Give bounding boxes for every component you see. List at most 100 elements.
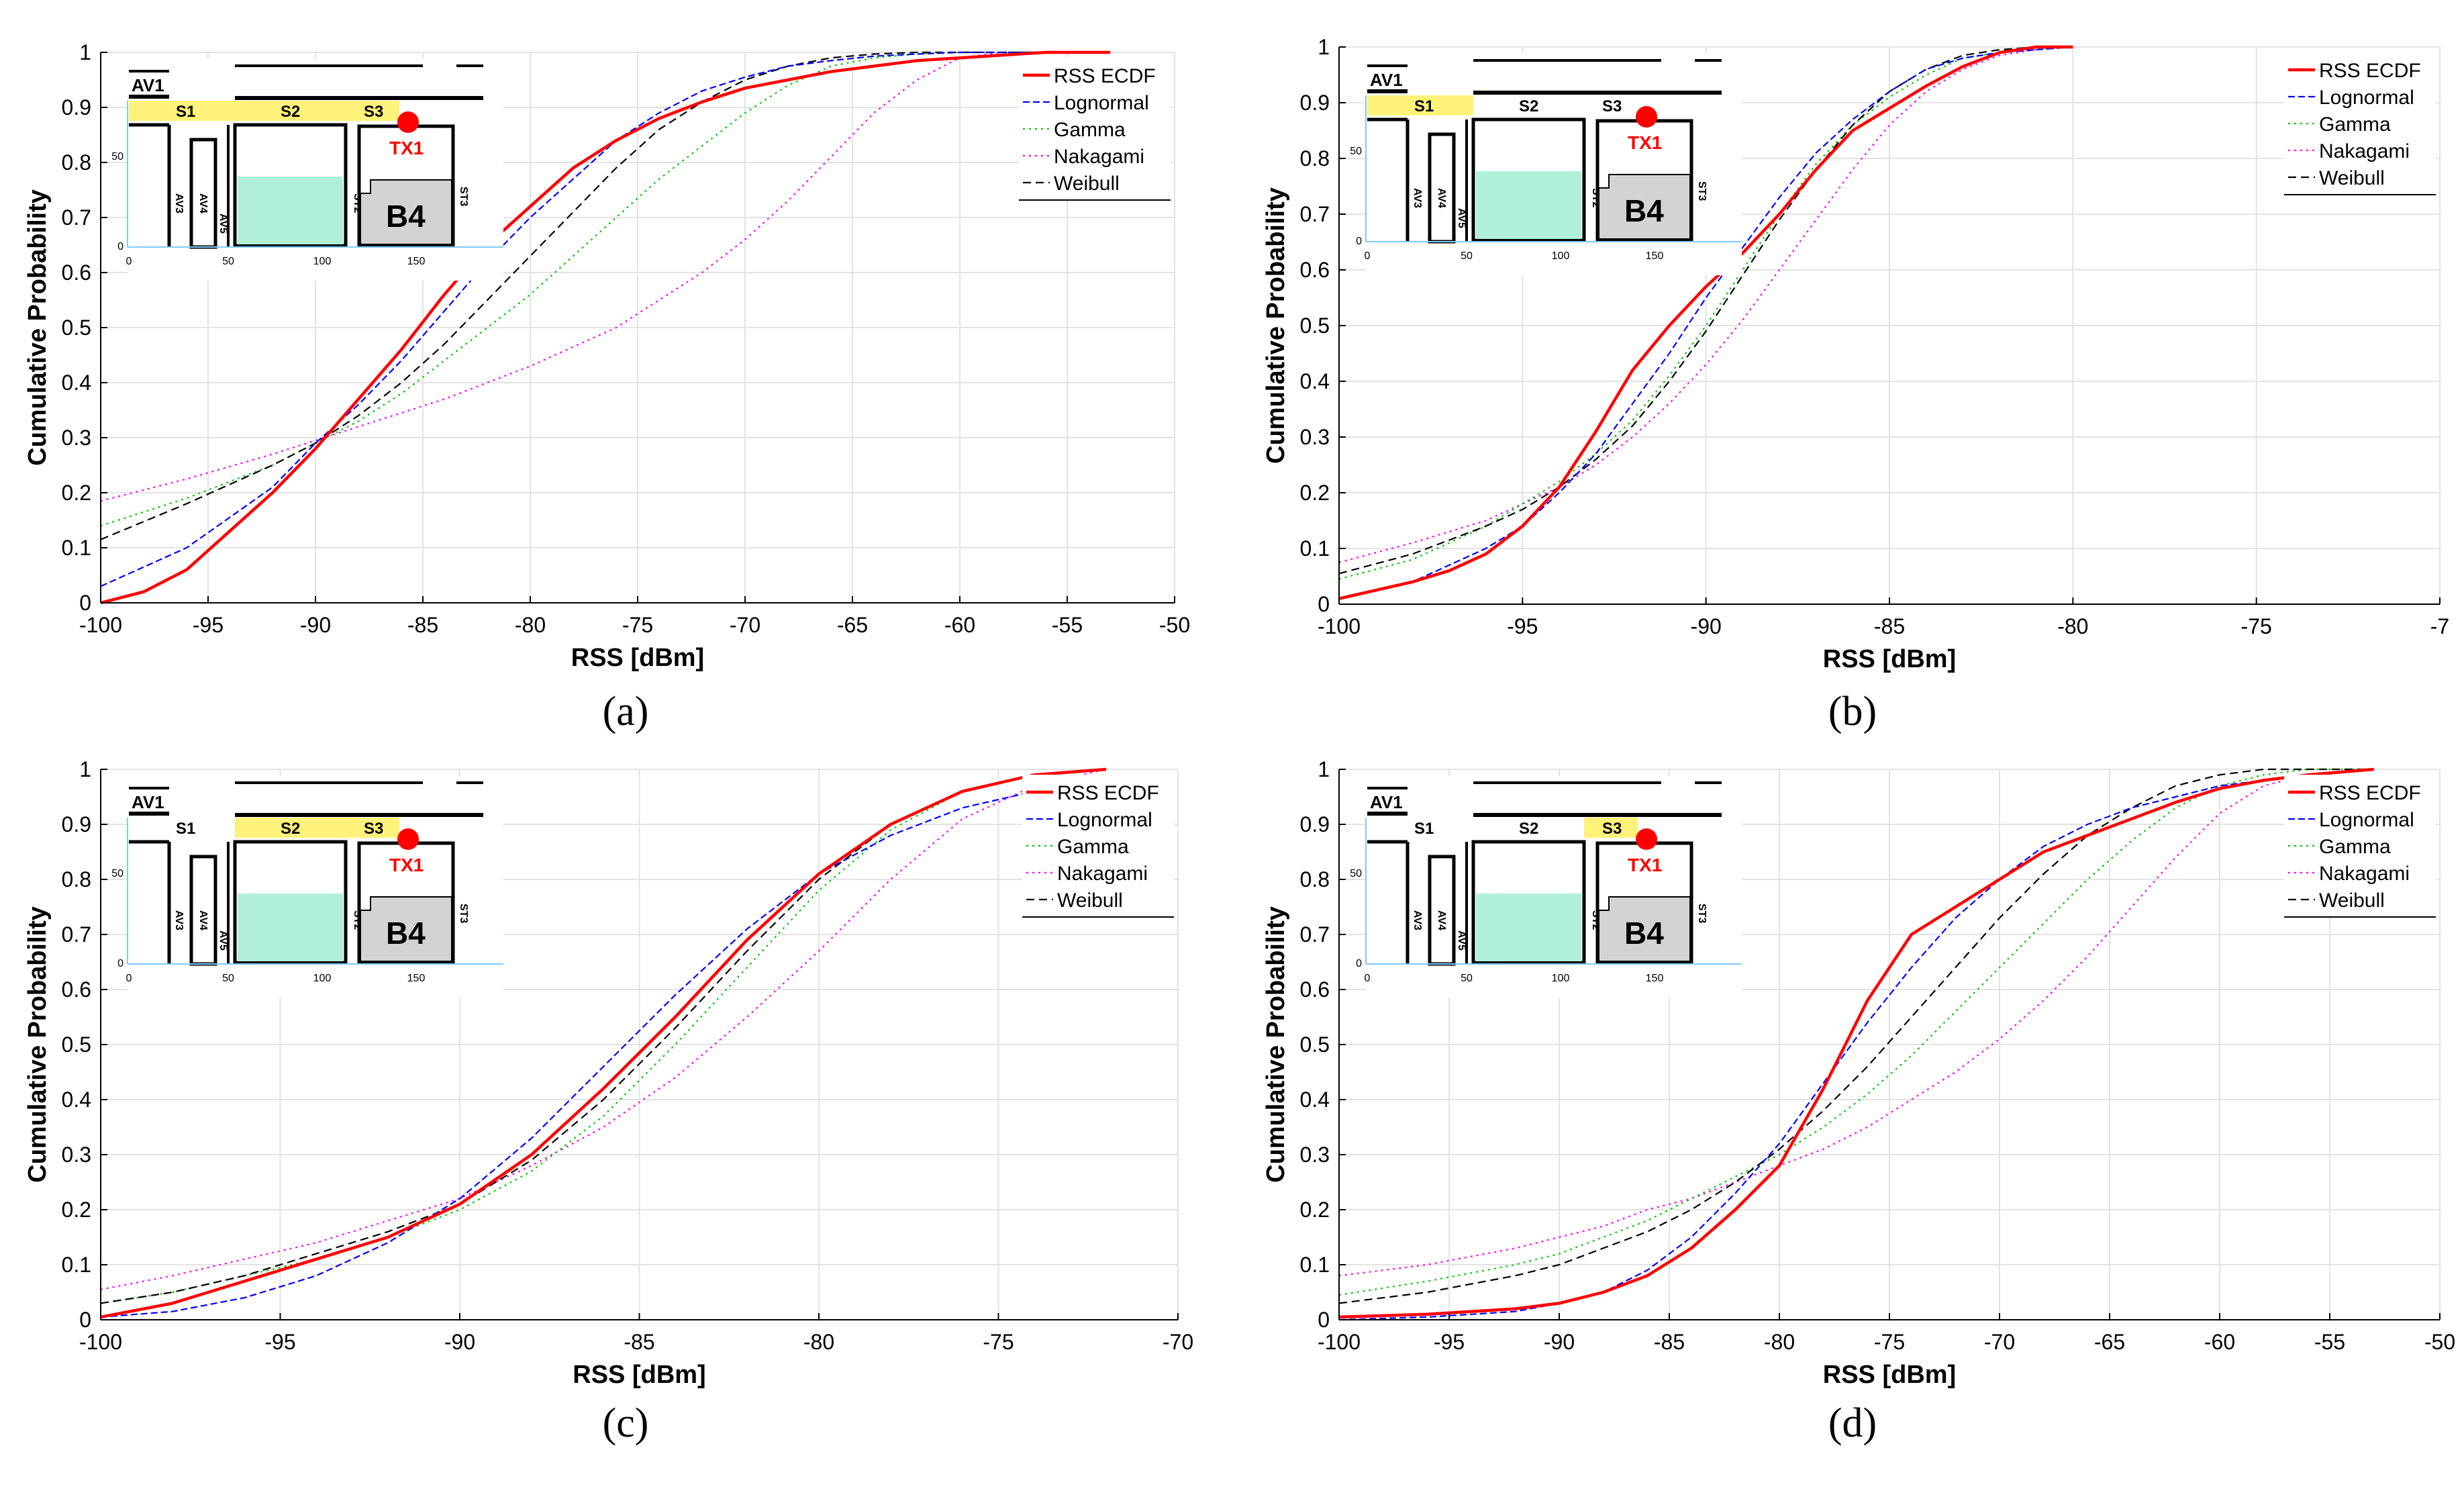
series-weibull-line <box>100 51 1110 540</box>
inset-water <box>238 177 343 244</box>
inset-xtick-150: 150 <box>407 973 426 984</box>
inset-label-st3: ST3 <box>458 187 469 206</box>
x-tick-label: -70 <box>1163 1330 1193 1354</box>
y-tick-label: 0.4 <box>62 1088 91 1112</box>
x-tick-label: -100 <box>1318 1330 1361 1354</box>
inset-label-b4: B4 <box>386 199 426 234</box>
legend-label-ecdf: RSS ECDF <box>2319 782 2421 804</box>
legend-label-lognormal: Lognormal <box>1054 92 1149 114</box>
inset-label-b4: B4 <box>1624 916 1664 951</box>
inset-street-s2 <box>235 101 346 121</box>
inset-ytick-50: 50 <box>111 868 124 879</box>
y-tick-label: 0.1 <box>1300 536 1330 561</box>
x-tick-label: -65 <box>837 613 868 637</box>
legend-label-nakagami: Nakagami <box>2319 863 2410 885</box>
y-tick-label: 0.7 <box>62 205 91 230</box>
inset-transmitter-marker <box>397 828 419 850</box>
y-axis-label: Cumulative Probability <box>1262 187 1290 464</box>
inset-label-s3: S3 <box>364 820 383 838</box>
panel-c: 0 0.1 0.2 0.3 0.4 0.5 0.6 0.7 0.8 0.9 1 -100 -95 -90 -… <box>23 757 1193 1446</box>
y-axis-label: Cumulative Probability <box>23 189 52 466</box>
inset-building-b4 <box>1598 174 1691 240</box>
inset-xtick-0: 0 <box>126 256 132 267</box>
x-tick-label: -7 <box>2430 614 2449 638</box>
x-axis-label: RSS [dBm] <box>1823 645 1956 673</box>
x-tick-label: -90 <box>444 1330 475 1354</box>
y-tick-label: 0.8 <box>62 150 91 175</box>
legend-box <box>2284 775 2436 916</box>
y-tick-label: 0 <box>79 1308 91 1332</box>
x-tick-label: -75 <box>2241 614 2272 638</box>
inset-ytick-50: 50 <box>1350 146 1362 157</box>
inset-label-st3: ST3 <box>1696 181 1708 201</box>
y-tick-label: 0.2 <box>1300 481 1330 505</box>
inset-xtick-50: 50 <box>222 256 234 267</box>
inset-label-av4: AV4 <box>197 193 209 213</box>
inset-wall-av4 <box>1428 855 1456 966</box>
inset-wall-av4 <box>189 855 217 966</box>
inset-label-s3: S3 <box>1602 820 1622 838</box>
x-tick-label: -60 <box>2204 1330 2235 1354</box>
inset-transmitter-marker <box>397 111 419 133</box>
inset-xtick-150: 150 <box>407 256 426 267</box>
x-tick-label: -95 <box>1434 1330 1465 1354</box>
series-weibull-line <box>1338 768 2374 1304</box>
x-tick-label: -80 <box>1764 1330 1795 1354</box>
y-tick-label: 0.9 <box>62 812 91 836</box>
inset-ytick-0: 0 <box>117 958 124 969</box>
y-tick-label: 0.3 <box>1300 425 1330 449</box>
inset-street-s2 <box>235 818 346 838</box>
panel-caption: (d) <box>1828 1400 1877 1446</box>
inset-street-s2 <box>1473 95 1584 115</box>
inset-label-tx1: TX1 <box>389 138 424 158</box>
inset-label-av4: AV4 <box>197 910 209 930</box>
x-tick-label: -55 <box>1052 613 1083 637</box>
inset-label-b4: B4 <box>1624 193 1664 228</box>
y-tick-label: 0.4 <box>1300 369 1330 393</box>
x-tick-label: -85 <box>407 613 438 637</box>
inset-label-av1: AV1 <box>1370 792 1403 812</box>
legend-label-weibull: Weibull <box>1057 889 1123 912</box>
x-tick-label: -70 <box>730 613 760 637</box>
x-tick-label: -50 <box>1159 613 1190 637</box>
inset-xtick-50: 50 <box>222 973 234 984</box>
series-lognormal-line <box>100 779 1107 1318</box>
inset-label-av3: AV3 <box>173 193 185 213</box>
inset-label-s1: S1 <box>176 820 195 838</box>
inset-xtick-0: 0 <box>1365 973 1371 984</box>
legend-label-nakagami: Nakagami <box>2319 140 2410 162</box>
inset-xtick-150: 150 <box>1646 250 1664 262</box>
x-tick-label: -80 <box>2057 614 2088 638</box>
inset-label-av4: AV4 <box>1436 910 1447 930</box>
legend-label-weibull: Weibull <box>1054 173 1120 195</box>
y-tick-label: 0.3 <box>62 426 91 450</box>
y-tick-label: 0.8 <box>1300 146 1330 171</box>
legend-label-lognormal: Lognormal <box>2319 809 2414 831</box>
inset-label-tx1: TX1 <box>389 855 424 875</box>
y-axis-label: Cumulative Probability <box>23 906 52 1183</box>
x-tick-label: -95 <box>193 613 224 637</box>
inset-ytick-0: 0 <box>117 241 124 252</box>
inset-street-s3 <box>346 101 399 121</box>
inset-label-av5: AV5 <box>1456 208 1467 228</box>
legend-label-gamma: Gamma <box>2319 836 2391 858</box>
inset-xtick-100: 100 <box>1552 973 1570 984</box>
inset-label-av5: AV5 <box>1456 930 1467 951</box>
legend-label-weibull: Weibull <box>2319 167 2385 189</box>
x-tick-label: -85 <box>624 1330 654 1354</box>
y-tick-label: 0.1 <box>1300 1253 1330 1277</box>
y-tick-label: 0.5 <box>62 1032 91 1057</box>
y-tick-label: 0.8 <box>1300 867 1330 891</box>
y-tick-label: 0.2 <box>62 1198 91 1222</box>
series-lognormal-line <box>100 51 1110 587</box>
legend-label-gamma: Gamma <box>1054 119 1126 141</box>
inset-label-b4: B4 <box>386 916 426 951</box>
legend-box <box>1019 58 1171 199</box>
inset-xtick-100: 100 <box>1552 250 1570 262</box>
inset-label-s1: S1 <box>176 103 195 121</box>
panel-a: 0 0.1 0.2 0.3 0.4 0.5 0.6 0.7 0.8 0.9 1 -100 -95 -90 -… <box>23 40 1190 734</box>
x-tick-label: -95 <box>264 1330 295 1354</box>
inset-label-av1: AV1 <box>132 75 164 95</box>
y-tick-label: 0.9 <box>62 95 91 119</box>
inset-label-s2: S2 <box>1519 820 1538 838</box>
